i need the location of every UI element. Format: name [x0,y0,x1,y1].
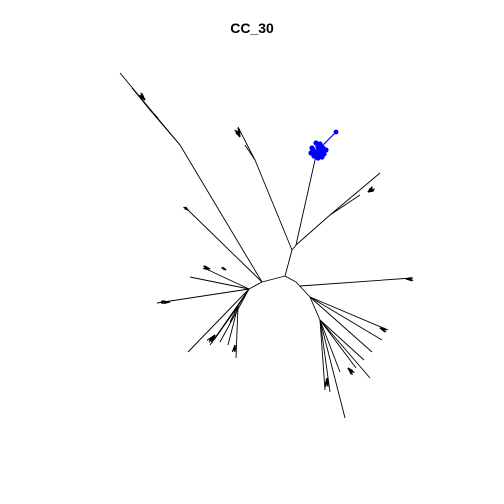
tree-branch [209,288,250,346]
tree-branch [295,159,316,246]
highlight-leaf [333,129,339,135]
leaf-cluster-tip [204,265,211,270]
tree-branch [309,296,389,331]
tree-branch [187,288,250,353]
tree-branch [295,214,331,246]
plot-title: CC_30 [230,20,274,36]
leaf-cluster-tip [367,190,374,193]
tree-branch [319,319,331,393]
tree-branch [179,144,263,283]
tree-branch [187,209,263,283]
tree-branch [213,305,239,341]
tree-branch [227,305,239,346]
tree-branch [131,87,151,111]
tree-branch [319,319,326,391]
tree-branch [244,144,256,161]
tree-branch [309,296,321,321]
tree-branch [299,277,413,287]
tree-branch [329,172,381,216]
leaf-cluster-tip [185,206,189,211]
tree-branch [284,275,297,283]
tree-branch [248,281,263,290]
leaf-cluster-tip [238,128,241,138]
leaf-cluster-tip [347,367,352,375]
leaf-cluster-tip [206,334,216,341]
tree-branch [309,296,383,341]
tree-branch [237,126,256,161]
tree-branch [329,194,361,216]
tree-branch [203,267,250,290]
highlight-leaf [316,151,322,157]
highlight-leaf [320,145,326,151]
tree-branch [219,288,250,343]
tree-branch [261,275,286,283]
tree-edges [119,72,414,419]
leaf-cluster-tip [162,300,171,303]
leaf-cluster-tip [231,344,236,353]
highlighted-clade [308,129,339,161]
tree-branch [319,319,357,369]
tree-branch [319,319,371,379]
leaf-cluster-tip [379,327,386,333]
highlight-leaf [310,147,316,153]
tree-branch [254,159,293,251]
leaf-cluster-tip [222,266,227,271]
highlight-leaf [317,141,323,147]
leaf-cluster-tip [141,93,146,101]
tree-branch [235,305,239,359]
tree-branch [319,319,365,361]
tree-branch [291,244,297,251]
tree-branch [284,249,293,277]
tree-branch [295,281,311,298]
tree-branch [309,296,373,353]
highlight-leaf [313,140,319,146]
tree-branch [189,276,250,290]
tree-branch [319,319,346,419]
tree-branch [149,109,159,119]
tree-branch [156,288,250,304]
leaf-cluster-tip [405,278,413,282]
leaf-cluster-tip [324,377,328,386]
tree-branch [319,319,341,373]
tree-branch [149,109,181,146]
